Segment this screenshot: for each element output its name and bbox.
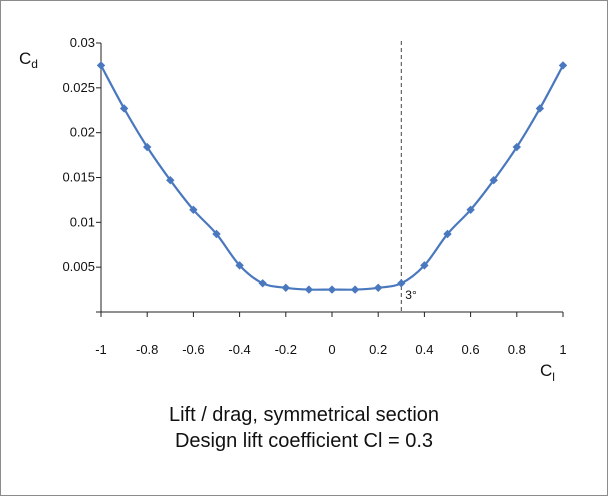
data-point <box>166 175 175 185</box>
x-tick-label: 0 <box>328 342 335 357</box>
data-point <box>212 229 221 239</box>
x-tick-label: -0.2 <box>275 342 297 357</box>
x-axis-title: Cl <box>540 361 555 384</box>
x-tick-label: 1 <box>559 342 566 357</box>
y-axis-title: Cd <box>19 49 38 71</box>
ticks: 0.005 0.01 0.015 0.02 0.025 0.03 -1 -0.8 -0.6 -0.… <box>62 35 566 357</box>
y-tick-label: 0.03 <box>70 35 95 50</box>
data-point <box>143 142 152 152</box>
y-tick-label: 0.015 <box>62 170 95 185</box>
design-angle-label: 3° <box>405 288 417 302</box>
y-tick-label: 0.01 <box>70 214 95 229</box>
series-layer <box>96 61 568 294</box>
data-point <box>443 229 452 239</box>
data-point <box>535 104 545 113</box>
x-tick-label: 0.6 <box>462 342 480 357</box>
x-tick-label: -0.8 <box>136 342 158 357</box>
x-tick-label: -0.6 <box>182 342 204 357</box>
x-tick-label: -1 <box>95 342 107 357</box>
caption-line-1: Lift / drag, symmetrical section <box>168 404 440 426</box>
design-lift-reference: 3° <box>400 41 417 312</box>
data-point <box>235 261 244 270</box>
x-tick-label: -0.4 <box>228 342 250 357</box>
data-point <box>466 205 475 214</box>
data-point <box>350 285 360 294</box>
data-point <box>258 279 267 288</box>
data-point <box>119 104 129 113</box>
x-tick-label: 0.8 <box>508 342 526 357</box>
x-tick-label: 0.4 <box>415 342 433 357</box>
data-point <box>489 175 498 185</box>
data-point <box>397 279 406 288</box>
data-point <box>374 283 383 292</box>
y-tick-label: 0.02 <box>70 125 95 140</box>
data-point <box>96 61 106 70</box>
data-point <box>281 283 290 292</box>
data-point <box>327 285 337 294</box>
y-tick-label: 0.005 <box>62 259 95 274</box>
data-point <box>304 285 314 294</box>
axis-labels: Cd Cl <box>19 49 555 384</box>
y-tick-label: 0.025 <box>62 80 95 95</box>
data-point <box>189 205 198 214</box>
data-point <box>420 261 429 270</box>
caption-line-2: Design lift coefficient Cl = 0.3 <box>174 430 434 452</box>
x-tick-label: 0.2 <box>369 342 387 357</box>
data-point <box>512 142 521 152</box>
data-point <box>558 61 568 70</box>
